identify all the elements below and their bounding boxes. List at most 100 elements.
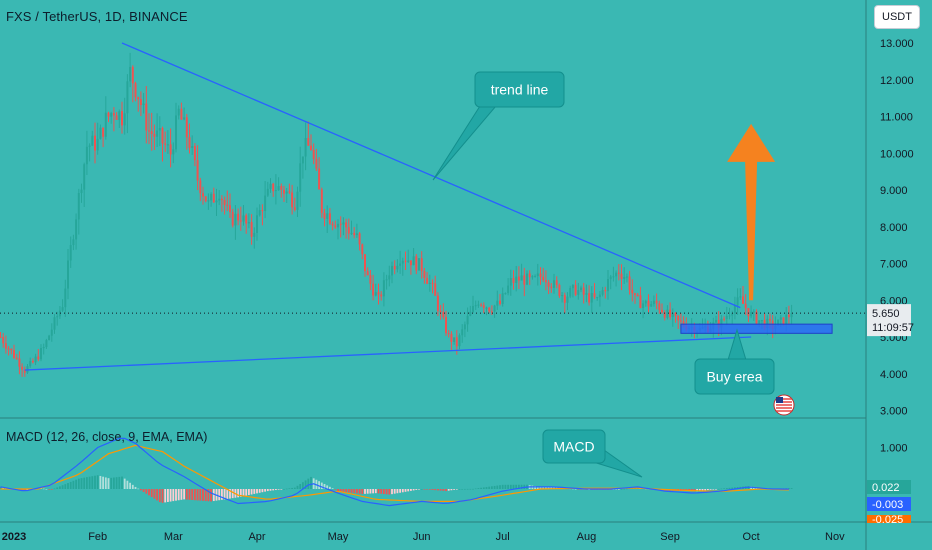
macd-histogram-bar — [296, 485, 299, 489]
macd-histogram-bar — [77, 478, 80, 489]
candle-body — [315, 158, 318, 169]
macd-histogram-bar — [453, 489, 455, 490]
macd-histogram-bar — [115, 477, 118, 489]
candle-body — [588, 293, 591, 303]
candle-body — [115, 115, 118, 120]
buy-zone-rect[interactable] — [680, 323, 833, 334]
candle-body — [469, 311, 472, 316]
macd-histogram-bar — [712, 489, 715, 490]
candle-body — [426, 277, 429, 284]
candle-body — [499, 300, 501, 304]
price-tick-label: 11.000 — [880, 112, 913, 124]
candle-body — [150, 131, 153, 134]
macd-histogram-bar — [96, 475, 99, 489]
candle-body — [226, 204, 229, 206]
candle-body — [148, 130, 150, 132]
macd-histogram-bar — [412, 489, 415, 491]
macd-histogram-bar — [172, 489, 175, 502]
macd-histogram-bar — [264, 489, 266, 492]
candle-body — [107, 112, 110, 117]
candle-body — [118, 111, 121, 120]
macd-histogram-bar — [404, 489, 407, 492]
candle-body — [61, 307, 64, 311]
macd-histogram-bar — [293, 487, 296, 489]
macd-histogram-bar — [113, 477, 115, 489]
candle-body — [266, 188, 269, 196]
candle-body — [15, 357, 18, 359]
candle-body — [566, 296, 569, 303]
candle-body — [126, 81, 129, 114]
candle-body — [634, 293, 636, 295]
macd-histogram-bar — [131, 484, 134, 489]
macd-histogram-bar — [183, 489, 185, 500]
macd-histogram-bar — [137, 488, 140, 490]
price-tick-label: 4.000 — [880, 369, 908, 381]
candle-body — [342, 222, 345, 225]
macd-histogram-bar — [45, 489, 48, 490]
candle-body — [490, 311, 493, 313]
macd-histogram-bar — [53, 488, 56, 490]
macd-histogram-bar — [728, 487, 731, 489]
candle-body — [18, 358, 21, 367]
macd-histogram-bar — [153, 489, 156, 499]
macd-histogram-bar — [261, 489, 264, 493]
macd-histogram-bar — [285, 488, 288, 490]
candle-body — [485, 307, 488, 309]
candle-body — [423, 271, 426, 278]
macd-value-text: -0.003 — [872, 499, 903, 511]
macd-value: -0.003 — [867, 497, 911, 511]
upper-trend-line[interactable] — [121, 42, 741, 309]
candle-body — [736, 297, 739, 306]
trend-line-callout[interactable]: trend line — [432, 71, 565, 181]
macd-histogram-bar — [102, 476, 104, 489]
candle-body — [96, 138, 99, 151]
macd-histogram-value-bg — [867, 480, 911, 494]
time-tick-label: Jul — [496, 531, 510, 543]
candle-body — [590, 293, 593, 303]
symbol-header[interactable]: FXS / TetherUS, 1D, BINANCE — [6, 9, 188, 24]
macd-histogram-bar — [366, 489, 369, 494]
candle-body — [10, 348, 13, 351]
candle-body — [501, 293, 504, 304]
macd-indicator-header[interactable]: MACD (12, 26, close, 9, EMA, EMA) — [6, 430, 208, 444]
buy-zone-layer[interactable] — [680, 323, 833, 334]
macd-histogram-bar — [550, 487, 553, 489]
candle-body — [202, 193, 204, 197]
macd-histogram-bar — [491, 486, 493, 489]
candle-body — [237, 213, 240, 221]
macd-histogram-bar — [69, 481, 72, 489]
candle-body — [21, 366, 24, 370]
candle-body — [388, 275, 391, 280]
macd-histogram-bar — [242, 489, 245, 497]
candle-body — [45, 340, 48, 348]
candle-body — [644, 300, 647, 304]
candle-body — [285, 191, 288, 194]
us-flag-icon[interactable] — [773, 394, 795, 416]
candle-body — [164, 143, 167, 145]
macd-histogram-bar — [372, 489, 374, 494]
macd-histogram-bar — [310, 476, 312, 489]
callouts-layer[interactable]: trend line Buy erea MACD — [432, 71, 775, 478]
candle-body — [531, 276, 534, 278]
candle-body — [679, 320, 682, 322]
candle-body — [569, 288, 572, 297]
macd-histogram-bar — [442, 489, 445, 491]
candle-body — [472, 306, 474, 312]
candle-body — [482, 305, 485, 308]
currency-button[interactable]: USDT — [874, 5, 920, 29]
macd-histogram-bar — [499, 485, 501, 489]
candle-body — [191, 146, 194, 148]
buy-area-callout[interactable]: Buy erea — [694, 328, 775, 395]
macd-histogram-bar — [790, 488, 793, 489]
macd-callout[interactable]: MACD — [542, 429, 643, 478]
macd-histogram-bar — [326, 485, 329, 489]
candle-body — [58, 310, 61, 317]
macd-histogram-value-text: 0.022 — [872, 482, 900, 494]
candle-body — [777, 319, 780, 326]
lower-trend-line[interactable] — [24, 336, 752, 371]
macd-histogram-bar — [704, 489, 707, 491]
current-price-label: 5.650 11:09:57 — [867, 304, 914, 337]
macd-histogram-bar — [250, 489, 253, 495]
candle-body — [445, 317, 447, 334]
